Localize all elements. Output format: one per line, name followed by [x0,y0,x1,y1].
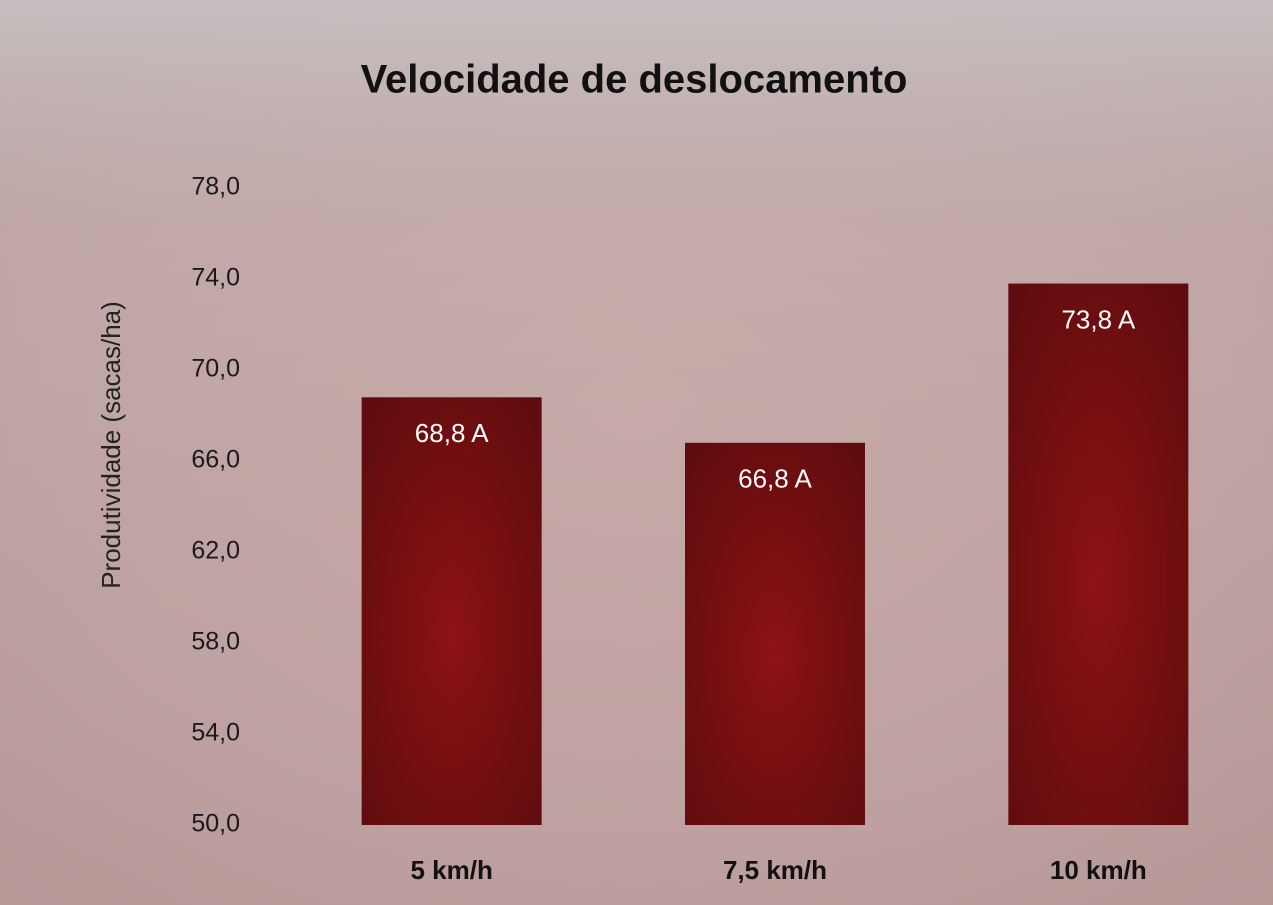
y-axis-label: Produtividade (sacas/ha) [96,301,126,589]
value-label: 68,8 A [415,418,489,448]
y-tick-label: 58,0 [191,628,240,656]
x-tick-label: 10 km/h [1050,855,1147,885]
bar [1008,283,1189,825]
value-label: 73,8 A [1061,304,1135,334]
y-tick-label: 70,0 [191,355,240,383]
bar [685,442,865,825]
y-tick-label: 62,0 [191,537,240,565]
bar [361,397,542,825]
y-tick-label: 78,0 [191,173,240,201]
y-tick-label: 74,0 [191,264,240,292]
value-label: 66,8 A [738,464,812,494]
y-tick-label: 54,0 [191,719,240,747]
x-tick-label: 7,5 km/h [723,855,827,885]
chart-title: Velocidade de deslocamento [361,58,908,102]
y-tick-label: 66,0 [191,446,240,474]
y-tick-label: 50,0 [191,810,240,838]
x-tick-label: 5 km/h [410,855,492,885]
